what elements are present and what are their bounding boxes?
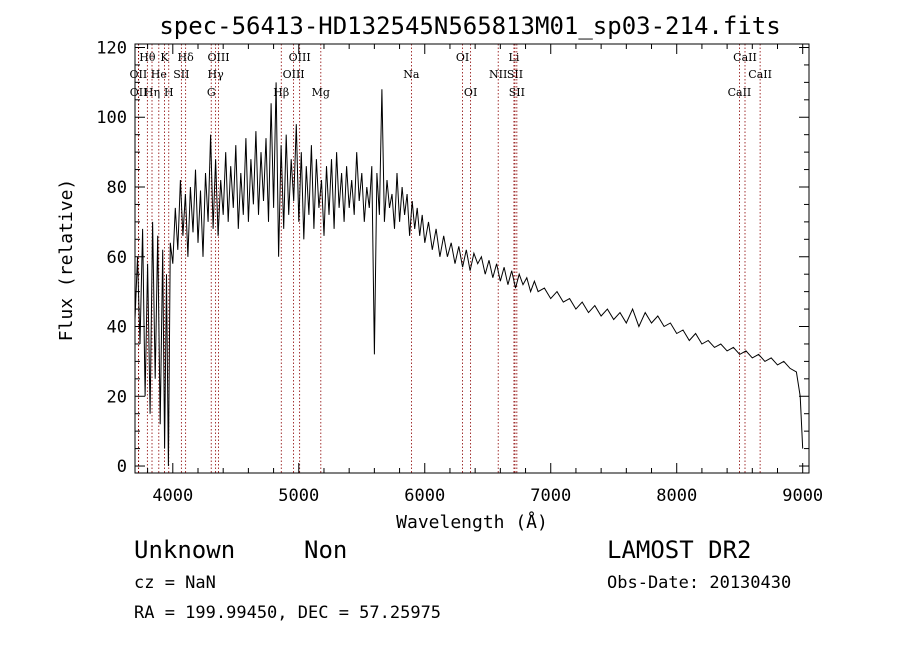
spectrum-chart: spec-56413-HD132545N565813M01_sp03-214.f… [56,12,823,533]
chart-title: spec-56413-HD132545N565813M01_sp03-214.f… [159,12,780,40]
spectral-line-label: Hθ [139,51,156,64]
spectral-line-label: NII [489,68,507,81]
spectral-line-label: He [151,68,167,81]
spectrum-plot-area [134,82,804,467]
spectral-line-label: CaII [728,86,752,99]
y-axis-ticks: 0 20 40 60 80 100 120 [96,38,809,477]
spectral-line-label: H [164,86,174,99]
y-tick-label: 20 [107,387,127,407]
y-tick-label: 100 [96,108,127,128]
spectral-line-label: Hβ [273,86,289,99]
spectral-line-label: OIII [283,68,305,81]
spectral-line-label: OI [456,51,469,64]
spectral-line-label: K [160,51,169,64]
spectral-line-label: Mg [312,86,330,99]
spectral-line-label: OI [464,86,477,99]
spectral-line-label: G [207,86,216,99]
observation-date: Obs-Date: 20130430 [607,573,792,593]
x-axis-ticks: 4000 5000 6000 7000 8000 9000 [147,44,823,506]
y-tick-label: 0 [117,457,127,477]
spectral-line-label: OIII [289,51,311,64]
spectral-line-label: SII [507,68,523,81]
x-tick-label: 6000 [404,486,445,506]
spectral-line-label: OII [130,86,148,99]
spectral-line-label: Hδ [178,51,195,64]
x-tick-label: 7000 [530,486,571,506]
redshift-cz: cz = NaN [134,573,216,593]
spectrum-line [134,82,804,467]
spectral-line-label: OII [130,68,148,81]
y-axis-label: Flux (relative) [56,179,77,342]
x-tick-label: 5000 [278,486,319,506]
object-subclass: Non [304,536,348,564]
spectral-line-label: Hη [144,86,160,99]
spectral-line-label: Hγ [208,68,225,81]
x-tick-label: 9000 [782,486,823,506]
x-axis-label: Wavelength (Å) [396,511,548,533]
y-tick-label: 40 [107,318,127,338]
spectral-line-label: Li [509,51,520,64]
object-class: Unknown [134,536,236,564]
spectral-line-label: SII [509,86,525,99]
spectral-line-label: Na [403,68,420,81]
y-tick-label: 60 [107,248,127,268]
spectral-line-label: CaII [733,51,757,64]
spectral-line-label: OIII [207,51,229,64]
ra-dec-coordinates: RA = 199.99450, DEC = 57.25975 [134,603,442,623]
plot-frame [134,43,810,474]
x-tick-label: 8000 [656,486,697,506]
x-tick-label: 4000 [152,486,193,506]
y-tick-label: 120 [96,38,127,58]
y-tick-label: 80 [107,178,127,198]
spectral-line-label: CaII [748,68,772,81]
survey-name: LAMOST DR2 [607,536,752,564]
spectral-line-label: SII [173,68,189,81]
